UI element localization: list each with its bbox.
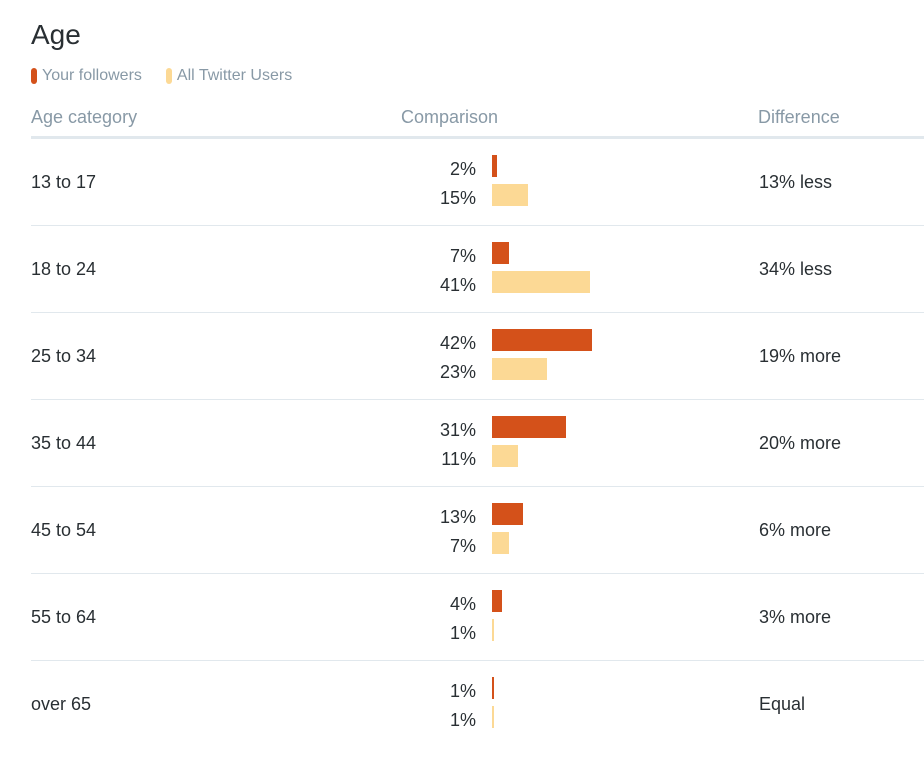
all-users-value-label: 1% bbox=[449, 710, 476, 730]
table-row: 35 to 44 31% 11% 20% more bbox=[31, 400, 924, 487]
all-users-value-label: 1% bbox=[449, 623, 476, 643]
legend-swatch-followers bbox=[31, 68, 37, 84]
table-row: 45 to 54 13% 7% 6% more bbox=[31, 487, 924, 574]
followers-value-label: 1% bbox=[449, 681, 476, 701]
difference-value: 19% more bbox=[759, 346, 842, 366]
all-users-value-label: 7% bbox=[449, 536, 476, 556]
header-age-category: Age category bbox=[31, 107, 138, 127]
followers-bar bbox=[492, 503, 523, 525]
difference-value: 34% less bbox=[759, 259, 833, 279]
difference-value: 13% less bbox=[759, 172, 833, 192]
table-row: 18 to 24 7% 41% 34% less bbox=[31, 226, 924, 313]
legend-item-followers: Your followers bbox=[31, 67, 142, 85]
followers-value-label: 42% bbox=[439, 333, 476, 353]
followers-bar bbox=[492, 155, 497, 177]
legend-item-all-users: All Twitter Users bbox=[165, 67, 293, 85]
table-row: over 65 1% 1% Equal bbox=[31, 661, 924, 747]
followers-value-label: 7% bbox=[449, 246, 476, 266]
all-users-value-label: 23% bbox=[439, 362, 476, 382]
legend-label-followers: Your followers bbox=[42, 67, 142, 84]
difference-value: 6% more bbox=[759, 520, 832, 540]
all-users-bar bbox=[492, 184, 528, 206]
age-category-label: 45 to 54 bbox=[31, 520, 97, 540]
followers-bar bbox=[492, 416, 566, 438]
followers-bar bbox=[492, 242, 509, 264]
followers-value-label: 4% bbox=[449, 594, 476, 614]
difference-value: 20% more bbox=[759, 433, 842, 453]
followers-bar bbox=[492, 329, 592, 351]
table-header: Age category Comparison Difference bbox=[31, 104, 924, 139]
followers-bar bbox=[492, 677, 495, 699]
age-category-label: over 65 bbox=[31, 694, 92, 714]
followers-bar bbox=[492, 590, 502, 612]
all-users-bar bbox=[492, 271, 590, 293]
header-comparison: Comparison bbox=[401, 107, 499, 127]
followers-value-label: 31% bbox=[439, 420, 476, 440]
all-users-bar bbox=[492, 445, 519, 467]
age-category-label: 18 to 24 bbox=[31, 259, 97, 279]
header-difference: Difference bbox=[758, 107, 840, 127]
age-category-label: 25 to 34 bbox=[31, 346, 97, 366]
all-users-bar bbox=[492, 358, 547, 380]
age-category-label: 35 to 44 bbox=[31, 433, 97, 453]
age-category-label: 55 to 64 bbox=[31, 607, 97, 627]
difference-value: Equal bbox=[759, 694, 806, 714]
table-row: 13 to 17 2% 15% 13% less bbox=[31, 139, 924, 226]
difference-value: 3% more bbox=[759, 607, 832, 627]
all-users-value-label: 11% bbox=[441, 449, 476, 469]
all-users-bar bbox=[492, 619, 495, 641]
table-body: 13 to 17 2% 15% 13% less 18 to 24 7% 41% 34% le… bbox=[31, 139, 924, 747]
legend: Your followers All Twitter Users bbox=[31, 66, 316, 86]
followers-value-label: 13% bbox=[439, 507, 476, 527]
table-row: 55 to 64 4% 1% 3% more bbox=[31, 574, 924, 661]
all-users-value-label: 41% bbox=[439, 275, 476, 295]
followers-value-label: 2% bbox=[449, 159, 476, 179]
table-row: 25 to 34 42% 23% 19% more bbox=[31, 313, 924, 400]
all-users-bar bbox=[492, 706, 495, 728]
all-users-bar bbox=[492, 532, 509, 554]
age-category-label: 13 to 17 bbox=[31, 172, 97, 192]
legend-label-all-users: All Twitter Users bbox=[176, 67, 293, 84]
legend-swatch-all-users bbox=[165, 68, 172, 84]
all-users-value-label: 15% bbox=[439, 188, 476, 208]
page-title: Age bbox=[31, 19, 81, 50]
